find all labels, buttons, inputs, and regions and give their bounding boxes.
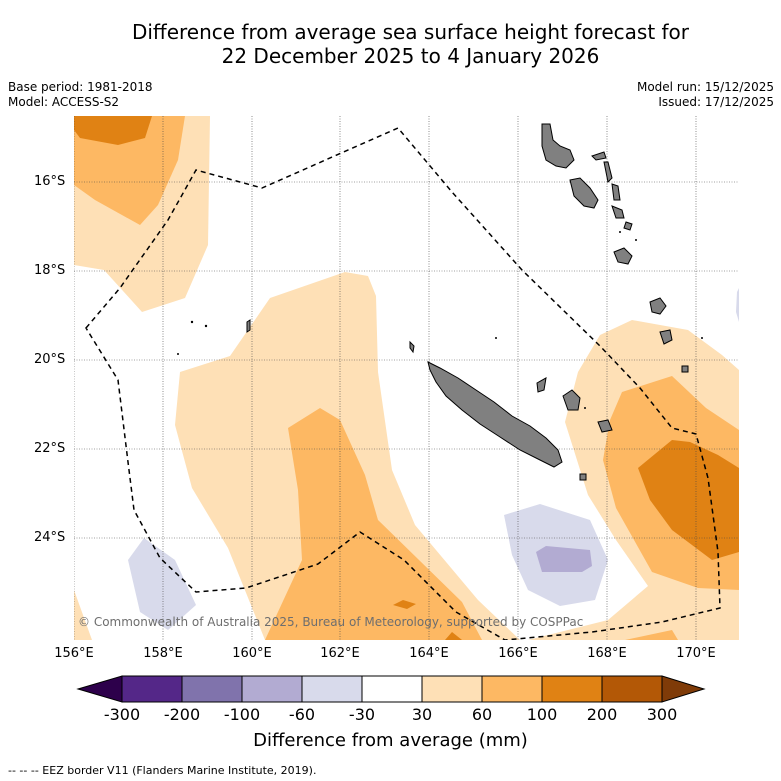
lon-label-158e: 158°E <box>143 646 183 661</box>
issued-date: Issued: 17/12/2025 <box>658 95 774 109</box>
land-vanuatu-malekula <box>569 177 599 209</box>
land-loyalty-islands-lifou <box>562 389 581 411</box>
lat-label-24s: 24°S <box>34 530 66 545</box>
model-name: Model: ACCESS-S2 <box>8 95 120 109</box>
colorbar-bin-neg30-30 <box>361 675 423 703</box>
colorbar-label: 30 <box>411 705 433 724</box>
lon-label-168e: 168°E <box>587 646 627 661</box>
land-loyalty-islands-ouvea <box>536 377 547 393</box>
anomaly-100-200-patch-1 <box>393 600 416 609</box>
colorbar-extend-high <box>661 675 706 703</box>
land-new-caledonia <box>427 361 563 468</box>
model-run: Model run: 15/12/2025 <box>636 80 774 94</box>
base-period: Base period: 1981-2018 <box>8 80 153 94</box>
lon-label-170e: 170°E <box>676 646 716 661</box>
lon-label-166e: 166°E <box>498 646 538 661</box>
land-vanuatu-erromango <box>613 247 633 265</box>
land-masses <box>246 123 689 481</box>
colorbar-label: 60 <box>471 705 493 724</box>
land-loyalty-islands-mare <box>597 419 613 433</box>
colorbar-label: 200 <box>586 705 618 724</box>
land-vanuatu-tanna <box>649 297 667 315</box>
eez-border <box>85 127 721 640</box>
colorbar-title: Difference from average (mm) <box>253 730 528 751</box>
colorbar-bin-neg100-neg60 <box>241 675 303 703</box>
anomaly-neg-30-60-southwest <box>128 538 196 630</box>
land-vanuatu-maewo-pentecost <box>603 161 613 184</box>
anomaly-60-100-central <box>265 408 482 640</box>
lon-label-156e: 156°E <box>54 646 94 661</box>
colorbar-label: -100 <box>223 705 261 724</box>
anomaly-neg-30-60-east-edge <box>736 288 739 322</box>
colorbar-extend-low <box>76 675 123 703</box>
small-islets <box>177 231 703 409</box>
eez-legend: -- -- -- EEZ border V11 (Flanders Marine… <box>8 764 317 777</box>
lat-label-22s: 22°S <box>34 441 66 456</box>
colorbar-bin-neg200-neg100 <box>181 675 243 703</box>
anomaly-neg-60-100-south <box>536 546 592 572</box>
meta-right: Model run: 15/12/2025 Issued: 17/12/2025 <box>637 80 774 110</box>
land-vanuatu-pentecost <box>611 183 621 201</box>
lon-label-160e: 160°E <box>232 646 272 661</box>
land-vanuatu-aneityum <box>659 329 673 345</box>
land-vanuatu-espiritu-santo <box>541 123 575 169</box>
anomaly-30-60-southwest <box>74 590 92 640</box>
anomaly-100-200-patch-2 <box>445 632 462 640</box>
colorbar-label: -200 <box>163 705 201 724</box>
colorbar-label: 100 <box>526 705 558 724</box>
lat-label-20s: 20°S <box>34 352 66 367</box>
colorbar-label: -300 <box>103 705 141 724</box>
anomaly-60-100-southeast <box>625 630 678 640</box>
colorbar-label: -30 <box>348 705 376 724</box>
anomaly-100-200-northwest <box>74 116 152 145</box>
land-chesterfield-islet <box>246 319 251 333</box>
colorbar-bin-200-300 <box>601 675 663 703</box>
colorbar <box>76 675 706 703</box>
colorbar-bin-100-200 <box>541 675 603 703</box>
colorbar-bin-neg60-neg30 <box>301 675 363 703</box>
land-vanuatu-epi <box>611 205 625 219</box>
graticule <box>74 116 739 640</box>
land-belep <box>409 340 415 354</box>
map-title-line1: Difference from average sea surface heig… <box>131 20 690 44</box>
colorbar-bin-60-100 <box>481 675 543 703</box>
lat-label-18s: 18°S <box>34 263 66 278</box>
land-vanuatu-efate <box>623 221 633 231</box>
copyright-notice: © Commonwealth of Australia 2025, Bureau… <box>78 615 584 629</box>
land-isle-of-pines <box>579 473 587 481</box>
meta-left: Base period: 1981-2018 Model: ACCESS-S2 <box>8 80 153 110</box>
lon-label-162e: 162°E <box>320 646 360 661</box>
land-vanuatu-ambae <box>591 151 607 161</box>
anomaly-100-200-east <box>638 440 739 560</box>
land-matthew-island <box>681 365 689 373</box>
lon-label-164e: 164°E <box>409 646 449 661</box>
map-title-line2: 22 December 2025 to 4 January 2026 <box>221 44 600 68</box>
colorbar-label: -60 <box>288 705 316 724</box>
colorbar-label: 300 <box>646 705 678 724</box>
colorbar-bin-30-60 <box>421 675 483 703</box>
colorbar-bin-neg300-neg200 <box>121 675 183 703</box>
anomaly-60-100-northwest <box>74 116 185 225</box>
lat-label-16s: 16°S <box>34 174 66 189</box>
